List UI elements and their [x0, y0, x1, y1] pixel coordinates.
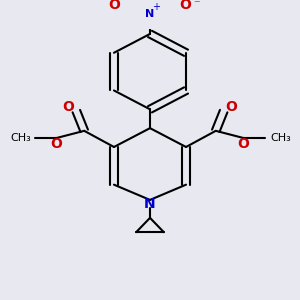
Text: O: O — [62, 100, 74, 114]
Text: CH₃: CH₃ — [271, 133, 292, 143]
Text: O: O — [51, 137, 62, 151]
Text: O: O — [180, 0, 192, 12]
Text: O: O — [238, 137, 249, 151]
Text: CH₃: CH₃ — [11, 133, 31, 143]
Text: ⁻: ⁻ — [193, 0, 200, 11]
Text: N: N — [144, 196, 156, 211]
Text: O: O — [226, 100, 238, 114]
Text: O: O — [108, 0, 120, 12]
Text: N: N — [146, 9, 154, 19]
Text: +: + — [152, 2, 160, 12]
